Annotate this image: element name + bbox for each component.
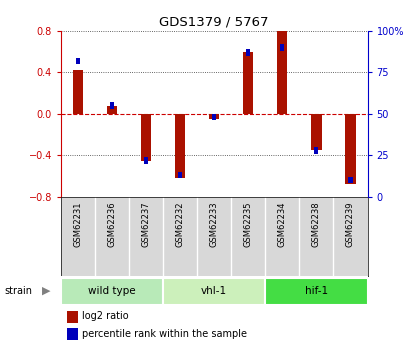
Text: GSM62239: GSM62239	[346, 201, 355, 247]
Bar	[107, 106, 117, 114]
Text: GSM62235: GSM62235	[244, 201, 253, 247]
Bar	[246, 49, 250, 56]
Bar	[144, 157, 148, 164]
Title: GDS1379 / 5767: GDS1379 / 5767	[160, 16, 269, 29]
Text: wild type: wild type	[88, 286, 136, 296]
Text: GSM62236: GSM62236	[108, 201, 116, 247]
Bar	[67, 310, 78, 323]
Text: ▶: ▶	[42, 286, 50, 296]
Bar	[314, 147, 318, 154]
Text: strain: strain	[4, 286, 32, 296]
Bar	[311, 114, 322, 150]
Text: GSM62234: GSM62234	[278, 201, 287, 247]
Text: log2 ratio: log2 ratio	[82, 312, 129, 321]
Bar	[280, 44, 284, 51]
Bar	[212, 114, 216, 120]
Text: GSM62238: GSM62238	[312, 201, 321, 247]
Bar	[277, 31, 287, 114]
Bar	[163, 277, 265, 306]
Bar	[345, 114, 356, 184]
Text: GSM62232: GSM62232	[176, 201, 185, 247]
Bar	[209, 114, 219, 119]
Text: GSM62231: GSM62231	[74, 201, 82, 247]
Text: percentile rank within the sample: percentile rank within the sample	[82, 329, 247, 338]
Bar	[175, 114, 185, 178]
Text: GSM62237: GSM62237	[142, 201, 150, 247]
Text: vhl-1: vhl-1	[201, 286, 227, 296]
Bar	[73, 70, 83, 114]
Bar	[349, 177, 352, 184]
Bar	[141, 114, 151, 161]
Bar	[243, 52, 253, 114]
Bar	[61, 277, 163, 306]
Bar	[178, 172, 182, 178]
Bar	[76, 58, 80, 64]
Bar	[265, 277, 368, 306]
Bar	[110, 102, 114, 109]
Bar	[67, 328, 78, 340]
Text: hif-1: hif-1	[305, 286, 328, 296]
Text: GSM62233: GSM62233	[210, 201, 219, 247]
